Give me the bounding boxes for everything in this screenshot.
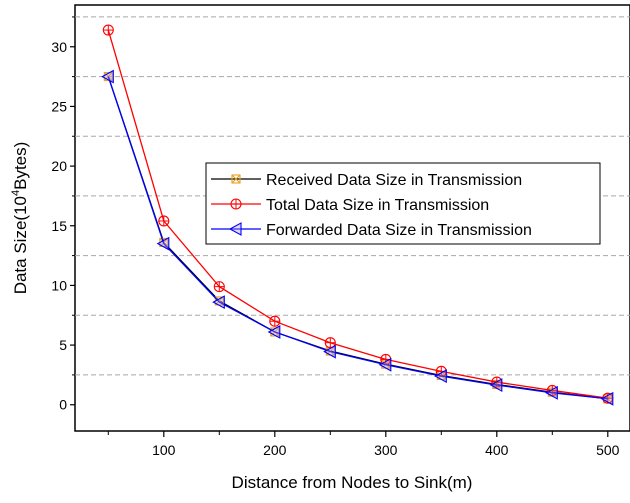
- series-layer: [101, 24, 614, 406]
- data-point: [102, 24, 114, 36]
- y-tick-label: 25: [51, 98, 67, 114]
- legend-item: Forwarded Data Size in Transmission: [211, 222, 532, 239]
- series-line: [107, 29, 608, 399]
- data-point: [101, 69, 114, 84]
- y-tick-label: 15: [51, 218, 67, 234]
- axis-ticks: 0 5 10 15 20 25 30 100 200 300 400 500: [51, 16, 620, 458]
- y-tick-label: 10: [51, 277, 67, 293]
- legend: Received Data Size in Transmission Total …: [205, 162, 601, 245]
- legend-item: Received Data Size in Transmission: [211, 172, 522, 189]
- data-point: [269, 315, 281, 327]
- series-2: [101, 69, 614, 406]
- data-point: [158, 215, 170, 227]
- x-axis-title: Distance from Nodes to Sink(m): [232, 473, 473, 492]
- y-axis-title-prefix: Data Size(10: [11, 196, 30, 294]
- data-point: [378, 357, 392, 372]
- y-axis-title-suffix: Bytes): [11, 142, 30, 190]
- data-point: [267, 325, 281, 339]
- legend-item: Total Data Size in Transmission: [211, 197, 489, 214]
- plot-frame: [74, 4, 630, 432]
- data-point: [231, 174, 241, 184]
- series-1: [102, 24, 614, 404]
- y-axis-title-exponent: 4: [10, 190, 22, 196]
- x-tick-label: 400: [485, 442, 509, 458]
- grid-lines: [75, 16, 630, 376]
- x-tick-label: 100: [152, 442, 176, 458]
- legend-label: Forwarded Data Size in Transmission: [266, 222, 532, 239]
- legend-label: Total Data Size in Transmission: [266, 197, 489, 214]
- data-point: [212, 295, 225, 310]
- y-axis-title: Data Size(104Bytes): [10, 142, 30, 295]
- data-point: [489, 378, 503, 392]
- data-point: [230, 198, 242, 210]
- y-tick-label: 0: [59, 397, 67, 413]
- legend-box: [205, 162, 601, 245]
- data-point: [156, 236, 170, 251]
- data-point: [228, 222, 242, 236]
- y-tick-label: 30: [51, 39, 67, 55]
- legend-label: Received Data Size in Transmission: [266, 172, 522, 189]
- data-point: [434, 369, 447, 384]
- data-point: [323, 344, 336, 359]
- data-point: [324, 337, 336, 349]
- x-tick-label: 200: [263, 442, 287, 458]
- series-line: [107, 76, 608, 400]
- data-point: [600, 391, 614, 406]
- y-tick-label: 5: [59, 337, 67, 353]
- data-point: [213, 281, 225, 293]
- x-tick-label: 300: [374, 442, 398, 458]
- x-tick-label: 500: [596, 442, 620, 458]
- y-tick-label: 20: [51, 158, 67, 174]
- data-point: [545, 385, 558, 400]
